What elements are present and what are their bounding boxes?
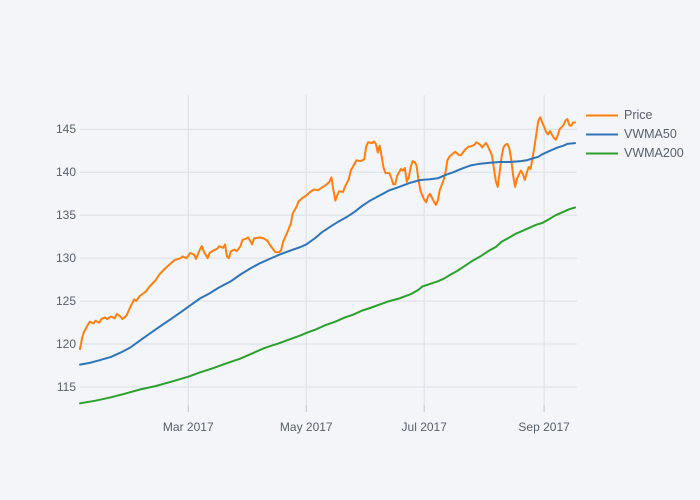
y-tick-label: 140 [55,165,76,180]
price-line-swatch-icon [586,114,618,117]
x-tick-label: Mar 2017 [162,420,214,434]
legend-label-vwma50: VWMA50 [624,127,677,141]
x-tick-label: May 2017 [279,420,333,434]
x-tick-label: Sep 2017 [518,420,570,434]
price-series-line [79,116,577,351]
x-tick-label: Jul 2017 [401,420,447,434]
y-tick-label: 125 [55,294,76,309]
legend-item-vwma200[interactable]: VWMA200 [586,144,684,163]
legend-item-vwma50[interactable]: VWMA50 [586,125,684,144]
legend: Price VWMA50 VWMA200 [586,106,684,163]
series-lines [79,116,577,405]
legend-label-vwma200: VWMA200 [624,146,684,160]
legend-item-price[interactable]: Price [586,106,684,125]
vwma50-line-swatch-icon [586,133,618,136]
y-tick-label: 120 [55,337,76,352]
legend-label-price: Price [624,108,653,122]
x-axis-tick-marks [187,405,545,412]
vwma200-line-swatch-icon [586,152,618,155]
y-tick-label: 135 [55,208,76,223]
y-tick-label: 130 [55,251,76,266]
y-tick-label: 115 [56,379,76,394]
vwma200-series-line [79,206,577,405]
gridlines [80,95,577,405]
vwma50-series-line [79,142,577,366]
y-tick-label: 145 [55,122,76,137]
